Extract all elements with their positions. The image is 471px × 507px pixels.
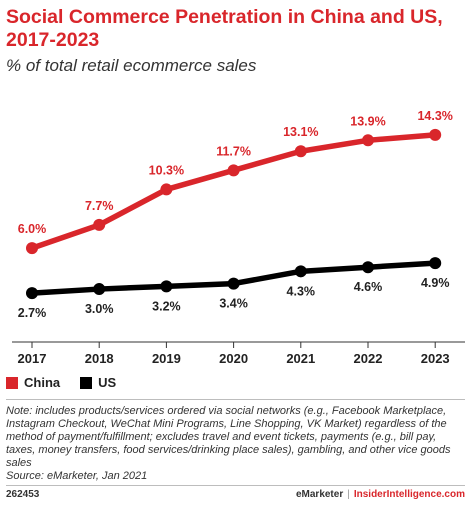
x-tick-label: 2017 — [18, 351, 47, 366]
data-label-china: 10.3% — [149, 163, 184, 177]
data-label-china: 13.1% — [283, 125, 318, 139]
data-label-us: 4.6% — [354, 280, 383, 294]
data-label-us: 4.9% — [421, 276, 450, 290]
source-text: Source: eMarketer, Jan 2021 — [6, 470, 148, 482]
x-tick-label: 2020 — [219, 351, 248, 366]
data-label-china: 7.7% — [85, 199, 114, 213]
data-point-us — [227, 277, 240, 290]
x-tick-label: 2023 — [421, 351, 450, 366]
chart-subtitle: % of total retail ecommerce sales — [6, 56, 257, 75]
chart-legend: China US — [6, 375, 116, 390]
x-tick-label: 2019 — [152, 351, 181, 366]
note-text: Note: includes products/services ordered… — [6, 405, 451, 469]
data-label-china: 11.7% — [216, 144, 251, 158]
data-label-china: 14.3% — [417, 109, 452, 123]
legend-swatch-china — [6, 376, 18, 389]
legend-label-china: China — [24, 375, 61, 390]
data-point-china — [362, 134, 374, 147]
data-point-china — [227, 164, 240, 177]
footer-brand: eMarketer | InsiderIntelligence.com — [296, 489, 465, 500]
chart-note: Note: includes products/services ordered… — [6, 405, 468, 483]
brand-site: InsiderIntelligence.com — [353, 489, 465, 500]
data-label-us: 2.7% — [18, 306, 47, 320]
footer-divider — [6, 485, 465, 486]
data-label-us: 3.0% — [85, 302, 114, 316]
legend-item-china: China — [6, 375, 60, 390]
data-point-china — [93, 218, 106, 231]
note-divider — [6, 399, 465, 400]
legend-swatch-us — [80, 376, 93, 389]
data-point-us — [362, 261, 374, 274]
data-point-us — [429, 257, 442, 270]
data-label-china: 13.9% — [350, 114, 385, 128]
data-point-china — [429, 128, 442, 141]
data-label-us: 3.2% — [152, 299, 181, 313]
line-chart: 2017 2018 2019 2020 2021 2022 2023 6.0% 7.7% 10.3… — [12, 109, 465, 366]
data-label-china: 6.0% — [18, 222, 47, 236]
data-point-china — [26, 242, 38, 255]
data-point-us — [160, 280, 173, 293]
legend-item-us: US — [80, 375, 116, 390]
data-label-us: 4.3% — [287, 284, 316, 298]
legend-label-us: US — [98, 375, 117, 390]
data-point-china — [294, 145, 307, 158]
data-point-us — [294, 265, 307, 278]
chart-id: 262453 — [6, 489, 40, 500]
data-label-us: 3.4% — [219, 297, 248, 311]
brand-separator: | — [347, 489, 350, 500]
x-tick-label: 2021 — [286, 351, 315, 366]
chart-title: Social Commerce Penetration in China and… — [6, 6, 443, 51]
data-point-us — [93, 283, 106, 296]
data-point-us — [26, 287, 38, 300]
data-point-china — [160, 183, 173, 196]
brand-name: eMarketer — [295, 489, 344, 500]
x-tick-label: 2018 — [85, 351, 114, 366]
x-tick-label: 2022 — [354, 351, 383, 366]
